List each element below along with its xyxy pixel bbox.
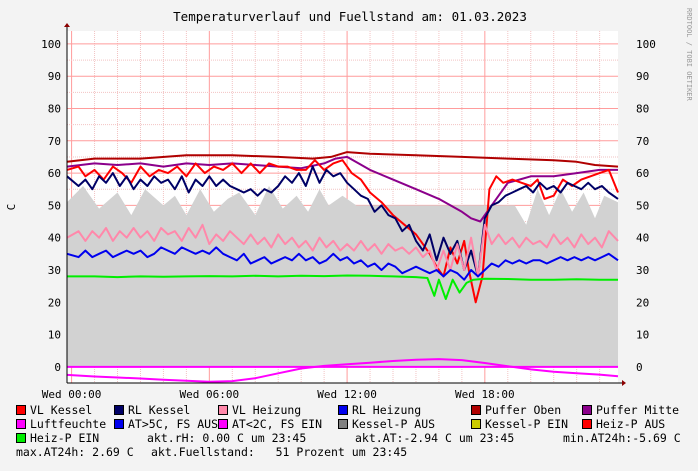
series-line-vl-heizung [66, 223, 619, 278]
legend-label: Puffer Mitte [596, 403, 680, 417]
y-tick-label-left: 30 [48, 264, 61, 277]
legend-swatch [218, 419, 228, 429]
y-tick-label-left: 80 [48, 103, 61, 116]
chart-plot-area [66, 151, 619, 383]
y-tick-label-right: 100 [636, 38, 656, 51]
legend-label: VL Heizung [232, 403, 302, 417]
stat-max-at: max.AT24h: 2.69 C [16, 445, 134, 459]
chart-title: Temperaturverlauf und Fuellstand am: 01.… [173, 9, 527, 24]
y-tick-label-left: 100 [41, 38, 61, 51]
stat-current-fuellstand: akt.Fuellstand: 51 Prozent um 23:45 [151, 445, 408, 459]
x-tick-label: Wed 18:00 [455, 388, 515, 400]
legend-label: Puffer Oben [485, 403, 562, 417]
legend-label: Luftfeuchte [30, 417, 107, 431]
series-line-puffer-mitte [66, 155, 618, 223]
chart-axes: 0 0 10 10 20 20 30 30 40 40 50 50 60 60 70 70 80 80 90 90 10… [41, 23, 656, 400]
y-tick-label-right: 10 [636, 329, 649, 342]
series-line-rl-heizung [66, 246, 619, 281]
legend-swatch [16, 419, 26, 429]
stat-current-rh: akt.rH: 0.00 C um 23:45 [147, 431, 307, 445]
legend-swatch [218, 405, 228, 415]
y-tick-label-right: 70 [636, 135, 649, 148]
chart-svg: 0 0 10 10 20 20 30 30 40 40 50 50 60 60 70 70 80 80 90 90 10… [5, 8, 693, 400]
y-tick-label-left: 90 [48, 70, 61, 83]
legend-item: VL Kessel [16, 403, 92, 417]
legend-item: Heiz-P AUS [582, 417, 665, 431]
legend-item: Kessel-P AUS [338, 417, 435, 431]
legend-item: RL Heizung [338, 403, 421, 417]
legend-swatch [471, 419, 481, 429]
stat-current-at: akt.AT:-2.94 C um 23:45 [355, 431, 515, 445]
legend-label: Kessel-P AUS [352, 417, 436, 431]
y-tick-label-left: 70 [48, 135, 61, 148]
legend-label: Kessel-P EIN [485, 417, 569, 431]
legend-swatch [338, 419, 348, 429]
legend-label: Heiz-P AUS [596, 417, 666, 431]
y-tick-label-left: 40 [48, 232, 61, 245]
legend-item: Puffer Oben [471, 403, 561, 417]
y-tick-label-right: 90 [636, 70, 649, 83]
x-tick-label: Wed 06:00 [180, 388, 240, 400]
y-tick-label-right: 40 [636, 232, 649, 245]
legend-swatch [114, 405, 124, 415]
y-axis-label: C [5, 204, 18, 211]
stat-min-at: min.AT24h:-5.69 C [563, 431, 681, 445]
y-tick-label-right: 60 [636, 167, 649, 180]
legend-swatch [582, 405, 592, 415]
series-line-vl-kessel [66, 159, 619, 304]
legend-label: VL Kessel [30, 403, 93, 417]
legend-item: AT<2C, FS EIN [218, 417, 322, 431]
series-line-at-5c-fs-aus [66, 358, 619, 383]
series-line-rl-kessel [66, 165, 619, 278]
y-tick-label-left: 10 [48, 329, 61, 342]
legend-item: Puffer Mitte [582, 403, 679, 417]
legend-swatch [471, 405, 481, 415]
x-tick-label: Wed 00:00 [42, 388, 102, 400]
legend-item: VL Heizung [218, 403, 301, 417]
y-tick-label-right: 20 [636, 296, 649, 309]
y-tick-label-left: 0 [54, 361, 61, 374]
y-tick-label-right: 50 [636, 199, 649, 212]
legend-item: Kessel-P EIN [471, 417, 568, 431]
legend-label: RL Kessel [128, 403, 191, 417]
legend-label: RL Heizung [352, 403, 422, 417]
x-tick-label: Wed 12:00 [317, 388, 377, 400]
y-tick-label-right: 0 [636, 361, 643, 374]
legend-label: AT<2C, FS EIN [232, 417, 323, 431]
legend-swatch [16, 405, 26, 415]
legend-swatch [338, 405, 348, 415]
y-tick-label-right: 80 [636, 103, 649, 116]
legend-item: Heiz-P EIN [16, 431, 99, 445]
legend-swatch [16, 433, 26, 443]
y-tick-label-left: 20 [48, 296, 61, 309]
x-axis-arrow [622, 380, 626, 386]
series-line-heiz-p-ein [67, 274, 618, 300]
legend-label: Heiz-P EIN [30, 431, 100, 445]
legend-label: AT>5C, FS AUS [128, 417, 219, 431]
rrdtool-watermark: RRDTOOL / TOBI OETIKER [685, 8, 693, 102]
series-line-puffer-oben [66, 151, 619, 168]
y-tick-label-left: 50 [48, 199, 61, 212]
y-axis-arrow [64, 23, 70, 27]
legend-swatch [582, 419, 592, 429]
legend-swatch [114, 419, 124, 429]
y-tick-label-left: 60 [48, 167, 61, 180]
legend-item: RL Kessel [114, 403, 190, 417]
y-tick-label-right: 30 [636, 264, 649, 277]
legend-item: AT>5C, FS AUS [114, 417, 218, 431]
legend-item: Luftfeuchte [16, 417, 106, 431]
